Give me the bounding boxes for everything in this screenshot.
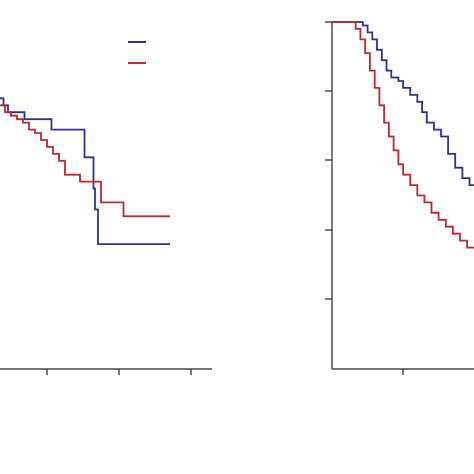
right-series-red	[332, 21, 474, 249]
right-series-blue	[332, 21, 474, 186]
left-panel	[0, 41, 212, 375]
left-curves	[0, 97, 170, 245]
left-series-blue	[0, 97, 170, 245]
right-panel	[325, 21, 474, 375]
left-series-red	[0, 104, 170, 218]
legend	[128, 41, 146, 64]
right-curves	[332, 21, 474, 249]
